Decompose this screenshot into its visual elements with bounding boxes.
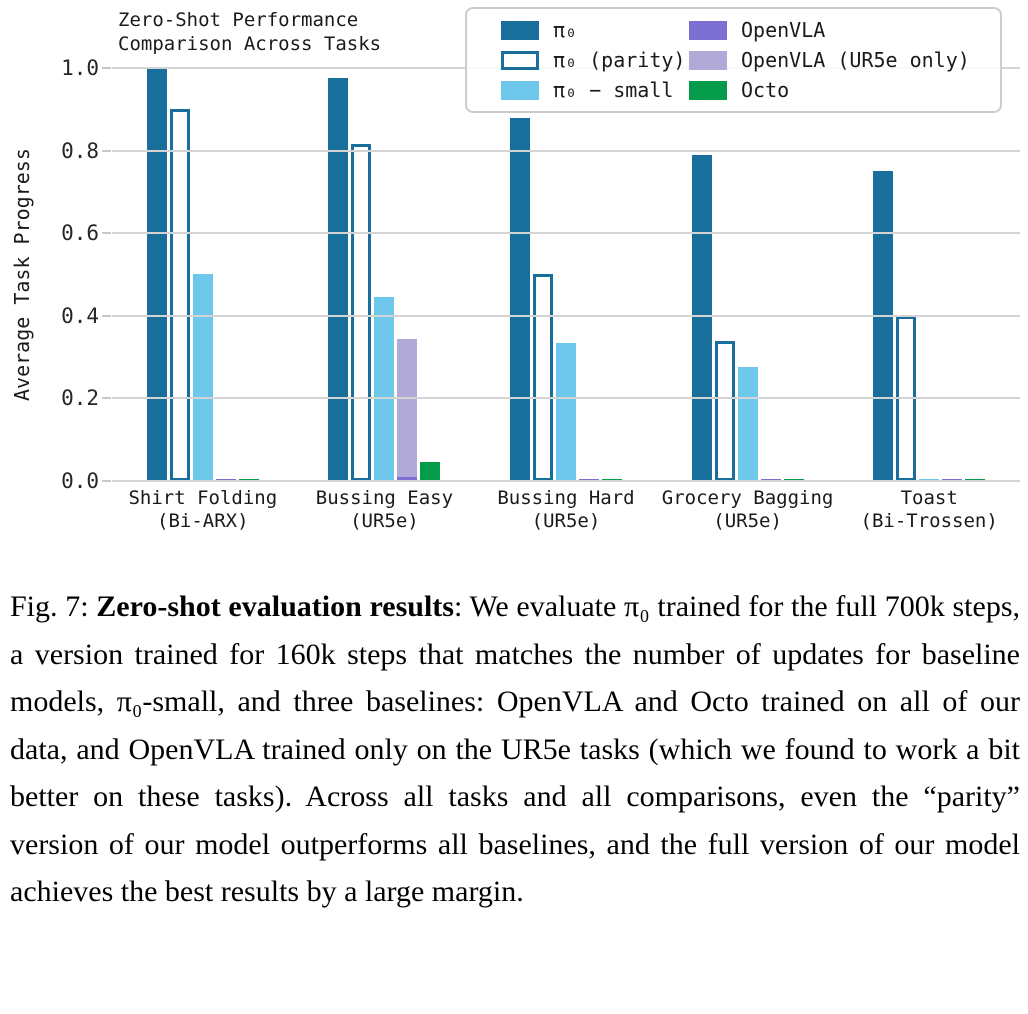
legend-label-openvla: OpenVLA [741,18,826,42]
bar-openvla [397,477,418,481]
y-tick-label: 1.0 [61,56,99,80]
bar-chart: Zero-Shot Performance Comparison Across … [10,7,1020,533]
y-axis-title: Average Task Progress [10,148,34,401]
legend-item-pi0-parity: π₀ (parity) [501,48,689,72]
legend-item-openvla: OpenVLA [689,18,994,42]
openvla-overlay-slot [760,68,781,481]
bar-pi0-small [737,367,758,481]
bar-pi0-parity [351,144,372,481]
caption-body-text: : We evaluate π₀ trained for the full 70… [10,590,1021,908]
y-tick-mark [102,480,111,482]
legend-item-openvla-ur5e: OpenVLA (UR5e only) [689,48,994,72]
openvla-overlay-slot [397,68,418,481]
bar-group [838,68,1020,481]
gridline [112,150,1020,152]
bar-pi0-small [555,343,576,481]
y-tick-mark [102,150,111,152]
gridline [112,397,1020,399]
bar-pi0 [873,171,894,481]
legend-label-pi0: π₀ [553,18,578,42]
y-tick-mark [102,397,111,399]
bar-group [657,68,839,481]
legend-swatch-pi0 [501,20,539,40]
y-tick-label: 0.4 [61,304,99,328]
y-tick-mark [102,232,111,234]
bar-pi0-parity [169,109,190,481]
y-tick-label: 0.2 [61,386,99,410]
legend-item-pi0-small: π₀ − small [501,78,689,102]
legend-item-pi0: π₀ [501,18,689,42]
bar-openvla-ur5e [397,339,418,481]
plot-area [112,67,1020,482]
legend-label-openvla-ur5e: OpenVLA (UR5e only) [741,48,970,72]
caption-bold-title: Zero-shot evaluation results [96,590,454,623]
legend-label-pi0-parity: π₀ (parity) [553,48,686,72]
x-tick-label: Bussing Easy (UR5e) [315,487,454,532]
caption-figure-label: Fig. 7: [10,590,97,623]
bar-group [112,68,294,481]
figure-caption: Fig. 7: Zero-shot evaluation results: We… [10,583,1020,916]
y-tick-label: 0.8 [61,139,99,163]
bar-pi0-small [374,297,395,481]
y-tick-label: 0.6 [61,221,99,245]
bar-groups [112,68,1020,481]
x-axis-labels: Shirt Folding (Bi-ARX) Bussing Easy (UR5e… [112,487,1020,533]
legend-label-octo: Octo [741,78,790,102]
y-tick-label: 0.0 [61,469,99,493]
bar-pi0-parity [714,341,735,481]
gridline [112,480,1020,482]
openvla-overlay-slot [942,68,963,481]
legend-item-octo: Octo [689,78,994,102]
bar-group [475,68,657,481]
x-tick-label: Bussing Hard (UR5e) [497,487,635,532]
legend-swatch-octo [689,80,727,100]
chart-title: Zero-Shot Performance Comparison Across … [118,9,382,55]
bar-octo [420,462,441,481]
y-tick-mark [102,67,111,69]
gridline [112,315,1020,317]
bar-pi0-parity [532,274,553,481]
bar-pi0-small [192,274,213,481]
x-tick-label: Shirt Folding (Bi-ARX) [128,487,278,532]
bar-pi0 [509,118,530,481]
x-tick-label: Grocery Bagging (UR5e) [661,487,834,532]
legend-swatch-openvla [689,20,727,40]
legend-swatch-pi0-small [501,80,539,100]
openvla-overlay-slot [578,68,599,481]
openvla-overlay-slot [215,68,236,481]
x-tick-label: Toast (Bi-Trossen) [860,487,998,532]
bar-pi0 [691,155,712,481]
legend-swatch-pi0-parity [501,50,539,70]
bar-group [294,68,476,481]
y-tick-mark [102,315,111,317]
legend: π₀ π₀ (parity) π₀ − small OpenVLA OpenVLA (U… [465,7,1002,113]
gridline [112,232,1020,234]
legend-swatch-openvla-ur5e [689,50,727,70]
bar-pi0 [146,68,167,481]
bar-pi0 [328,78,349,481]
legend-label-pi0-small: π₀ − small [553,78,674,102]
